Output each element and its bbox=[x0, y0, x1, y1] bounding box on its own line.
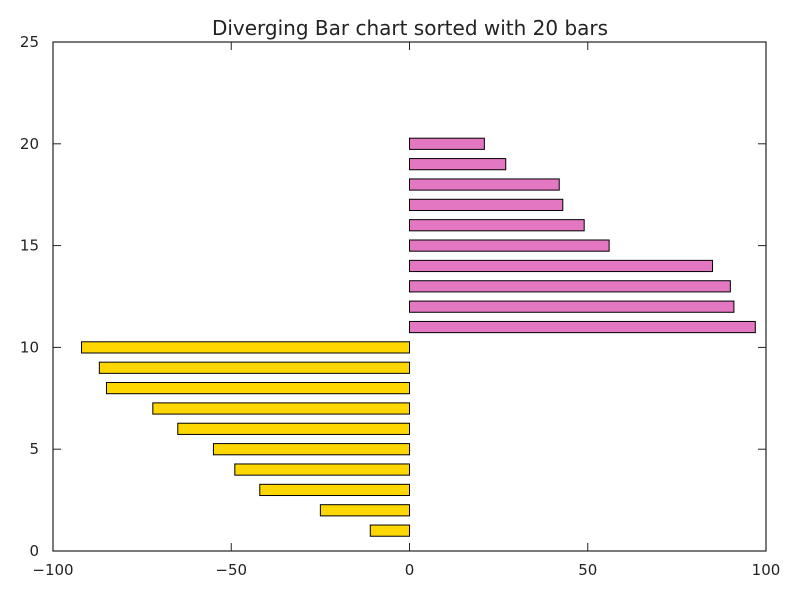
bar-20 bbox=[409, 137, 485, 150]
chart-title: Diverging Bar chart sorted with 20 bars bbox=[212, 16, 608, 40]
bar-9 bbox=[98, 361, 410, 374]
bar-3 bbox=[259, 483, 410, 497]
bar-14 bbox=[409, 259, 714, 273]
bar-11 bbox=[409, 320, 756, 334]
ticks-layer: −100 −50 0 50 100 0 5 10 15 20 25 bbox=[20, 33, 780, 579]
bar-16 bbox=[409, 219, 585, 232]
y-tick-label-4: 20 bbox=[20, 135, 39, 153]
bar-1 bbox=[369, 524, 411, 537]
bar-18 bbox=[409, 178, 560, 191]
bar-5 bbox=[212, 443, 410, 456]
plot-frame bbox=[52, 41, 767, 552]
bars-layer bbox=[81, 137, 756, 537]
x-tick-label-4: 100 bbox=[752, 561, 781, 579]
bar-15 bbox=[409, 239, 610, 252]
bar-10 bbox=[81, 341, 411, 354]
bar-2 bbox=[319, 504, 410, 517]
bar-12 bbox=[409, 300, 735, 313]
bar-6 bbox=[177, 422, 410, 435]
y-tick-label-5: 25 bbox=[20, 33, 39, 51]
bar-13 bbox=[409, 280, 731, 293]
y-tick-label-0: 0 bbox=[29, 542, 39, 560]
bar-8 bbox=[105, 382, 410, 395]
y-tick-label-2: 10 bbox=[20, 338, 39, 356]
y-tick-label-3: 15 bbox=[20, 237, 39, 255]
x-tick-label-2: 0 bbox=[405, 561, 415, 579]
bar-7 bbox=[152, 402, 410, 415]
bar-17 bbox=[409, 198, 564, 211]
bar-19 bbox=[409, 158, 507, 171]
x-tick-label-1: −50 bbox=[215, 561, 247, 579]
y-tick-label-1: 5 bbox=[29, 440, 39, 458]
x-tick-label-3: 50 bbox=[578, 561, 597, 579]
x-tick-label-0: −100 bbox=[32, 561, 73, 579]
bar-4 bbox=[234, 463, 410, 476]
